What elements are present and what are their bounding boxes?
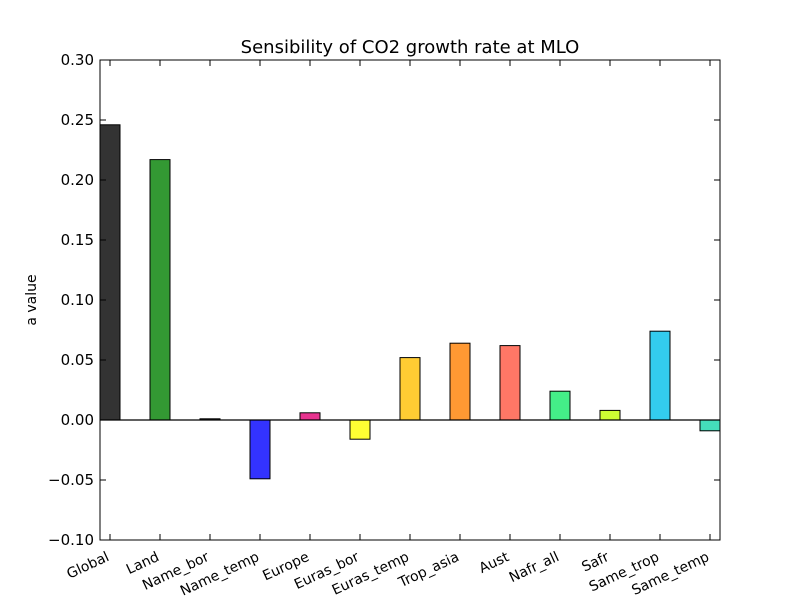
y-tick-label: 0.10 [61,291,94,309]
y-tick-labels: 0.30 0.25 0.20 0.15 0.10 0.05 0.00 −0.05 −0.10 [48,51,94,549]
x-tick-labels: Global LandName_borName_tempEuropeEuras_b… [64,549,711,600]
x-tick-label: Global [64,549,111,582]
bar-name-temp [249,419,271,480]
bar-nafr-all [549,390,571,421]
bar-global [99,124,121,421]
y-tick-label: 0.05 [61,351,94,369]
plot-frame [99,59,721,541]
y-tick-label: −0.05 [48,471,94,489]
bar-europe [299,412,321,421]
bar-land [149,159,171,421]
bar-trop-asia [449,342,471,421]
bar-aust [499,345,521,421]
y-tick-label: 0.20 [61,171,94,189]
bar-euras-bor [349,419,371,440]
bar-same-temp [699,419,721,432]
ticks-group [100,59,720,541]
y-tick-label: −0.10 [48,531,94,549]
x-tick-label: Nafr_all [507,549,562,586]
bars-group [99,124,721,480]
bar-same-trop [649,330,671,421]
y-axis-label: a value [24,274,40,325]
y-tick-label: 0.00 [61,411,94,429]
bar-safr [599,409,621,421]
chart-title: Sensibility of CO2 growth rate at MLO [241,37,580,58]
y-tick-label: 0.25 [61,111,94,129]
y-tick-label: 0.30 [61,51,94,69]
y-tick-label: 0.15 [61,231,94,249]
bar-euras-temp [399,357,421,421]
